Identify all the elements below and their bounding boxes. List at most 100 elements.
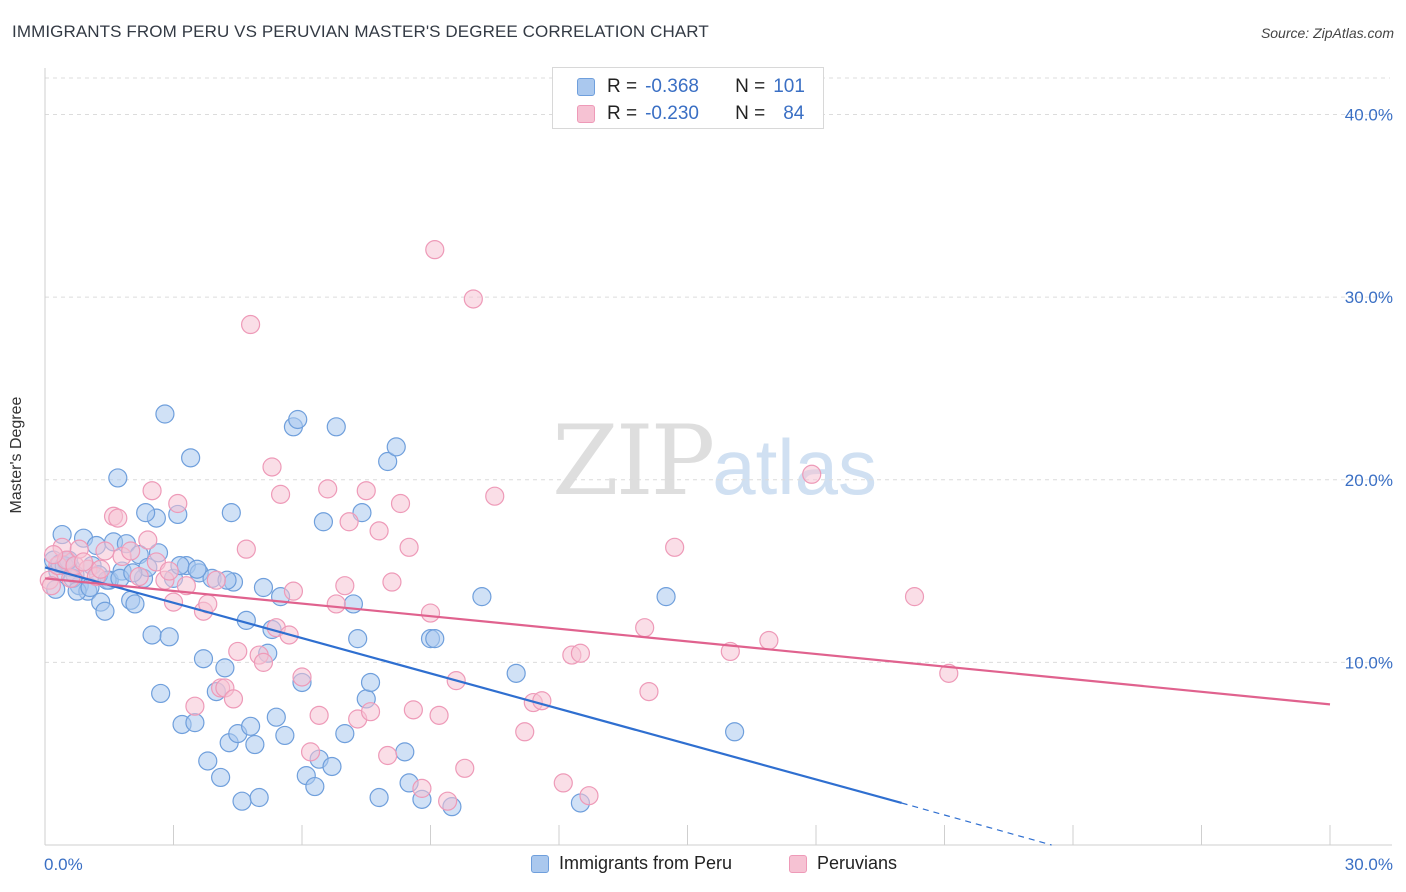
legend-r-value: -0.230 — [645, 103, 699, 124]
peruvian-point — [532, 691, 552, 711]
peruvian-point — [390, 493, 411, 514]
peruvian-point — [378, 745, 398, 766]
peruvian-point — [43, 545, 64, 565]
peruvian-point — [73, 552, 94, 572]
peru-point — [198, 751, 218, 771]
peruvian-point — [515, 722, 535, 742]
peruvian-point — [292, 667, 312, 687]
peruvian-point — [429, 705, 449, 725]
peruvian-point — [326, 594, 346, 614]
peruvian-point — [176, 576, 196, 596]
peruvian-point — [129, 566, 149, 587]
peru-point — [142, 625, 162, 645]
legend-row-peruvians: R = -0.230 N = 84 — [553, 101, 804, 127]
peru-point — [313, 512, 334, 532]
peruvian-point — [241, 314, 261, 335]
peruvian-point — [283, 581, 304, 601]
peruvian-point — [455, 758, 475, 778]
watermark: ZIPatlas — [552, 405, 877, 517]
legend-n-label: N = — [735, 103, 766, 124]
peru-point — [378, 451, 398, 472]
peruvian-point — [665, 537, 685, 557]
peruvian-point — [570, 643, 591, 663]
peruvian-point — [228, 641, 248, 662]
peruvian-point — [262, 457, 282, 477]
peru-point — [193, 649, 214, 669]
legend-label: Immigrants from Peru — [559, 853, 733, 873]
peruvian-point — [318, 479, 338, 499]
peruvian-point — [369, 521, 389, 541]
peru-point — [253, 577, 274, 598]
peruvian-point — [553, 773, 573, 793]
peru-trend-extension — [901, 802, 1052, 846]
peru-point — [348, 629, 368, 649]
peruvian-point — [108, 508, 128, 528]
peru-point — [360, 672, 381, 693]
y-tick-label: 10.0% — [1345, 653, 1393, 672]
legend-label: Peruvians — [817, 853, 898, 873]
legend-swatch-pink — [577, 105, 595, 123]
peru-point — [151, 683, 171, 704]
peru-point — [288, 409, 308, 430]
peru-point — [322, 756, 342, 777]
peru-point — [95, 601, 115, 621]
legend-n-value: 101 — [773, 76, 805, 97]
peruvian-point — [300, 742, 321, 762]
watermark-zip: ZIP — [552, 405, 715, 517]
peru-point — [187, 559, 207, 579]
legend-swatch-blue — [577, 78, 595, 96]
peru-point — [369, 787, 389, 808]
peruvian-point — [420, 603, 441, 623]
peru-point — [136, 503, 156, 523]
chart-title: IMMIGRANTS FROM PERU VS PERUVIAN MASTER'… — [12, 22, 709, 41]
peru-point — [245, 734, 265, 755]
legend-n-label: N = — [735, 76, 766, 97]
peru-point — [386, 437, 406, 457]
peruvian-point — [309, 705, 329, 725]
peru-point — [472, 587, 492, 607]
peruvian-point — [939, 663, 959, 683]
peru-point — [159, 627, 179, 647]
peru-point — [249, 787, 269, 808]
x-tick-label: 0.0% — [44, 855, 83, 874]
peru-point — [506, 663, 526, 683]
peruvian-point — [138, 530, 158, 550]
peruvian-point — [335, 576, 355, 596]
watermark-atlas: atlas — [712, 423, 877, 511]
peruvian-point — [168, 493, 188, 514]
peruvian-point — [639, 681, 659, 702]
legend-swatch-pink — [789, 854, 807, 873]
peruvian-point — [356, 481, 376, 501]
legend-r-label: R = — [607, 103, 638, 124]
peru-point — [125, 594, 145, 614]
correlation-legend: R = -0.368 N = 101 R = -0.230 N = 84 — [552, 67, 824, 129]
y-tick-label: 30.0% — [1345, 288, 1393, 307]
y-tick-label: 20.0% — [1345, 471, 1393, 490]
peruvian-point — [463, 289, 483, 309]
peruvian-point — [41, 576, 62, 596]
peru-point — [215, 658, 235, 678]
peruvian-point — [142, 481, 162, 501]
peruvian-point — [759, 630, 779, 651]
peru-point — [181, 448, 201, 468]
peru-point — [221, 503, 241, 523]
peruvian-point — [425, 240, 445, 260]
peruvian-point — [270, 484, 291, 504]
peruvian-point — [579, 786, 599, 806]
y-axis-label: Master's Degree — [8, 396, 25, 514]
legend-item-peru: Immigrants from Peru — [531, 853, 732, 874]
peruvian-point — [802, 464, 822, 484]
peruvian-point — [403, 700, 423, 720]
y-tick-label: 40.0% — [1345, 106, 1393, 125]
legend-r-label: R = — [607, 76, 638, 97]
peru-point — [335, 724, 355, 744]
peruvian-point — [412, 778, 432, 798]
peruvian-point — [95, 541, 115, 561]
peru-point — [108, 468, 128, 488]
legend-n-value: 84 — [783, 103, 805, 124]
peru-trend-line — [44, 566, 902, 805]
peruvian-point — [399, 537, 419, 557]
peruvian-point — [185, 696, 205, 716]
peruvian-point — [159, 561, 179, 581]
